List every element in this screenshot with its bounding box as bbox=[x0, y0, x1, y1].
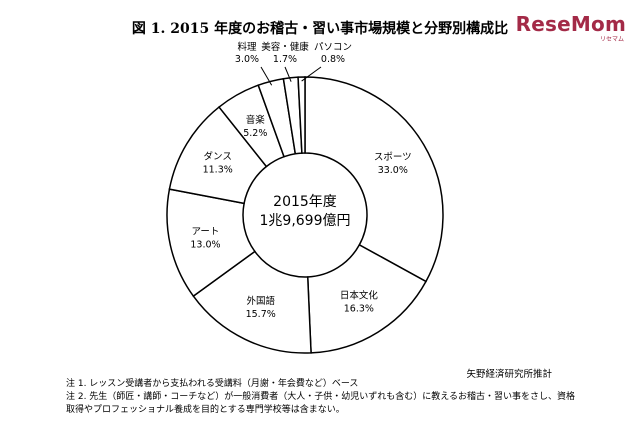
slice-category-label: 日本文化 bbox=[340, 290, 379, 302]
leader-line bbox=[260, 66, 273, 86]
slice-value-label: 15.7% bbox=[246, 309, 276, 320]
donut-slice bbox=[306, 243, 427, 354]
donut-slice bbox=[297, 76, 306, 154]
slice-value-label: 11.3% bbox=[203, 164, 233, 175]
slice-category-label: 音楽 bbox=[246, 114, 266, 126]
slice-value-label: 16.3% bbox=[344, 304, 374, 315]
slice-value-label: 1.7% bbox=[273, 54, 297, 65]
slice-category-label: パソコン bbox=[314, 42, 352, 53]
footnote-1: 注 1. レッスン受講者から支払われる受講料（月謝・年会費など）ベース bbox=[66, 379, 359, 389]
donut-slices bbox=[166, 76, 444, 354]
chart-title: 図 1. 2015 年度のお稽古・習い事市場規模と分野別構成比 bbox=[131, 21, 509, 37]
donut-slice bbox=[304, 76, 444, 283]
slice-category-label: 外国語 bbox=[246, 295, 275, 307]
slice-category-label: 料理 bbox=[237, 41, 257, 53]
footnote-2: 注 2. 先生（師匠・講師・コーチなど）が一般消費者（大人・子供・幼児いずれも含… bbox=[66, 392, 576, 402]
slice-value-label: 3.0% bbox=[235, 54, 259, 65]
source-note: 矢野経済研究所推計 bbox=[466, 369, 552, 380]
slice-value-label: 13.0% bbox=[190, 239, 220, 250]
footnotes: 注 1. レッスン受講者から支払われる受講料（月謝・年会費など）ベース 注 2.… bbox=[66, 378, 586, 417]
slice-value-label: 5.2% bbox=[243, 128, 267, 139]
leader-line bbox=[284, 66, 292, 82]
resemom-logo-sub: リセマム bbox=[599, 36, 624, 43]
center-total-label: 1兆9,699億円 bbox=[260, 213, 351, 229]
center-year-label: 2015年度 bbox=[273, 194, 337, 210]
donut-slice-labels: スポーツ 33.0% 日本文化 16.3% 外国語 15.7% アート 13.0% ダンス 11.… bbox=[190, 41, 411, 320]
slice-category-label: スポーツ bbox=[374, 152, 412, 163]
resemom-logo: ReseMom bbox=[515, 12, 626, 36]
slice-value-label: 0.8% bbox=[321, 54, 345, 65]
donut-leader-lines bbox=[260, 66, 322, 86]
slice-category-label: アート bbox=[191, 226, 219, 237]
slice-category-label: 美容・健康 bbox=[261, 41, 309, 53]
footnote-3: 取得やプロフェッショナル養成を目的とする専門学校等は含まない。 bbox=[66, 405, 345, 415]
slice-value-label: 33.0% bbox=[378, 165, 408, 176]
leader-line bbox=[301, 66, 322, 82]
slice-category-label: ダンス bbox=[204, 150, 232, 162]
